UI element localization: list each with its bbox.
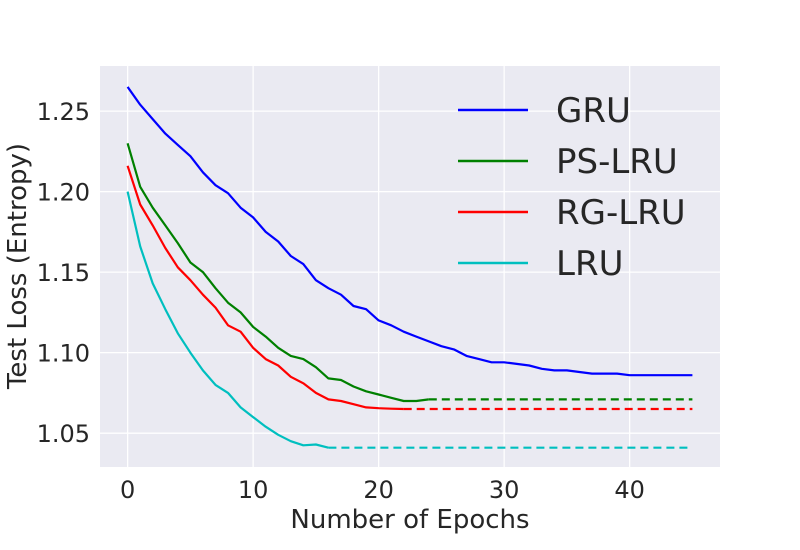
series-line-gru: [126, 86, 693, 377]
legend-label-rg-lru: RG-LRU: [556, 193, 686, 233]
series-line-lru: [126, 191, 329, 449]
x-tick-label: 10: [238, 476, 269, 504]
series-line-ps-lru: [126, 142, 429, 403]
legend-label-ps-lru: PS-LRU: [556, 142, 678, 182]
series-rg-lru-group: [126, 165, 693, 411]
x-tick-label: 0: [120, 476, 135, 504]
y-axis-label: Test Loss (Entropy): [3, 143, 33, 390]
y-tick-label: 1.10: [37, 340, 90, 368]
x-tick-label: 30: [489, 476, 520, 504]
x-tick-label: 20: [363, 476, 394, 504]
y-axis-ticks: 1.05 1.10 1.15 1.20 1.25: [37, 98, 90, 448]
y-tick-label: 1.25: [37, 98, 90, 126]
x-tick-label: 40: [614, 476, 645, 504]
y-tick-label: 1.05: [37, 420, 90, 448]
legend-label-gru: GRU: [556, 91, 631, 131]
series-line-rg-lru: [126, 165, 404, 411]
series-layer: [126, 86, 693, 449]
series-lru-group: [126, 191, 693, 449]
series-ps-lru-group: [126, 142, 693, 403]
x-axis-ticks: 0 10 20 30 40: [120, 476, 645, 504]
legend: GRU PS-LRU RG-LRU LRU: [458, 91, 686, 284]
series-gru-group: [126, 86, 693, 377]
legend-label-lru: LRU: [556, 244, 623, 284]
x-axis-label: Number of Epochs: [290, 505, 529, 535]
y-tick-label: 1.20: [37, 179, 90, 207]
y-tick-label: 1.15: [37, 259, 90, 287]
